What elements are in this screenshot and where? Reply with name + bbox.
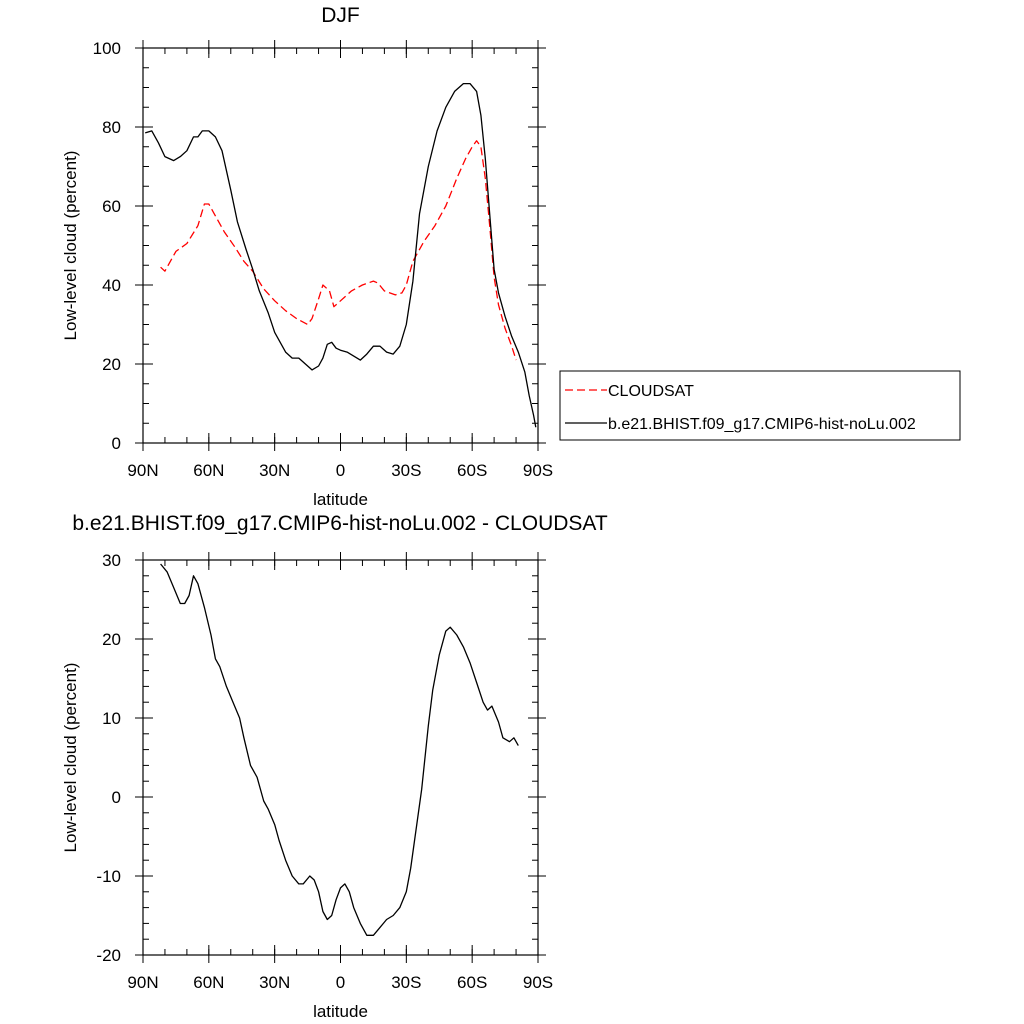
x-tick-label: 30S — [391, 461, 421, 480]
x-tick-label: 90S — [523, 973, 553, 992]
y-tick-label: 0 — [112, 788, 121, 807]
y-tick-label: 20 — [102, 630, 121, 649]
chart-title: DJF — [321, 4, 360, 27]
y-axis-label: Low-level cloud (percent) — [61, 663, 80, 853]
series-line-model — [160, 563, 519, 936]
y-tick-label: 10 — [102, 709, 121, 728]
legend-box — [559, 370, 961, 441]
y-tick-label: -10 — [96, 867, 121, 886]
y-tick-label: 80 — [102, 118, 121, 137]
x-axis-label: latitude — [313, 1002, 368, 1021]
x-tick-label: 60N — [193, 973, 224, 992]
y-tick-label: 20 — [102, 355, 121, 374]
x-tick-label: 60S — [457, 973, 487, 992]
legend-label: CLOUDSAT — [608, 383, 694, 400]
x-tick-label: 30N — [259, 461, 290, 480]
x-tick-label: 0 — [336, 973, 345, 992]
chart-title: b.e21.BHIST.f09_g17.CMIP6-hist-noLu.002 … — [72, 512, 608, 535]
y-tick-label: 40 — [102, 276, 121, 295]
x-tick-label: 0 — [336, 461, 345, 480]
legend: CLOUDSAT b.e21.BHIST.f09_g17.CMIP6-hist-n… — [559, 370, 961, 441]
series-line-cloudsat — [160, 140, 517, 361]
difference-line-chart: b.e21.BHIST.f09_g17.CMIP6-hist-noLu.002 … — [61, 512, 608, 1021]
plot-frame — [142, 559, 539, 956]
x-tick-label: 30N — [259, 973, 290, 992]
series-line-model — [145, 82, 537, 428]
x-tick-label: 60S — [457, 461, 487, 480]
y-tick-label: 100 — [93, 39, 121, 58]
x-tick-label: 60N — [193, 461, 224, 480]
y-axis-label: Low-level cloud (percent) — [61, 151, 80, 341]
x-tick-label: 90N — [127, 461, 158, 480]
legend-label: b.e21.BHIST.f09_g17.CMIP6-hist-noLu.002 — [608, 416, 916, 433]
x-tick-label: 90S — [523, 461, 553, 480]
y-tick-label: 0 — [112, 434, 121, 453]
x-tick-label: 90N — [127, 973, 158, 992]
y-tick-label: 60 — [102, 197, 121, 216]
plot-frame — [142, 47, 539, 444]
y-tick-label: -20 — [96, 946, 121, 965]
x-axis-label: latitude — [313, 490, 368, 509]
y-tick-label: 30 — [102, 551, 121, 570]
x-tick-label: 30S — [391, 973, 421, 992]
djf-line-chart: DJF 90N 60N 30N 0 30S 60S 90S 0 20 40 60 80 100 latitu… — [61, 4, 961, 509]
